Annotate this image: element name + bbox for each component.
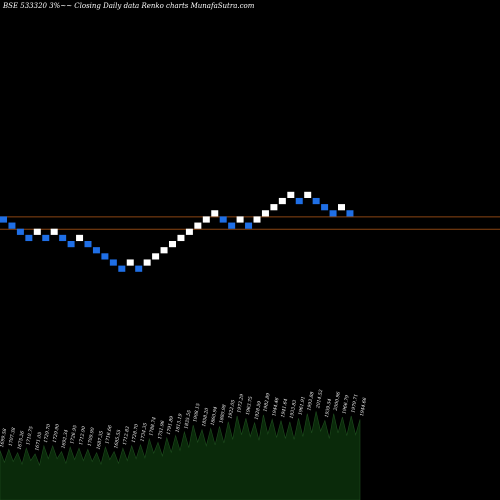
renko-brick xyxy=(270,204,278,211)
renko-brick xyxy=(253,216,261,223)
renko-brick xyxy=(92,247,100,254)
renko-brick xyxy=(50,228,58,235)
renko-brick xyxy=(126,259,134,266)
renko-brick xyxy=(33,228,41,235)
renko-brick xyxy=(219,216,227,223)
volume-fill xyxy=(0,411,361,500)
volume-label: 2000.96 xyxy=(333,391,342,412)
renko-brick xyxy=(261,210,269,217)
renko-brick xyxy=(160,247,168,254)
volume-label: 1710.75 xyxy=(25,426,34,446)
renko-brick xyxy=(118,265,126,272)
renko-brick xyxy=(101,253,109,260)
volume-label: 1944.66 xyxy=(359,397,368,417)
renko-brick xyxy=(338,204,345,211)
renko-brick xyxy=(42,234,50,242)
volume-label: 1941.64 xyxy=(280,398,289,418)
volume-label: 1675.26 xyxy=(17,430,26,450)
volume-label: 1993.88 xyxy=(306,391,315,411)
chart-title: BSE 533320 3%~~ Closing Daily data Renko… xyxy=(3,2,255,10)
reference-lines xyxy=(0,216,500,230)
renko-brick xyxy=(76,234,84,242)
renko-brick xyxy=(228,222,236,229)
volume-label: 1716.66 xyxy=(104,425,113,445)
volume-label: 1933.83 xyxy=(289,399,298,419)
volume-label: 1671.05 xyxy=(34,431,43,451)
volume-label: 2014.52 xyxy=(315,389,324,410)
volume-label: 1944.46 xyxy=(271,397,280,417)
volume-label: 1729.70 xyxy=(43,423,52,443)
renko-brick xyxy=(202,216,210,223)
volume-label: 1939.54 xyxy=(324,398,333,418)
renko-brick xyxy=(329,210,337,217)
renko-brick xyxy=(0,216,7,223)
volume-label: 1928.59 xyxy=(254,400,263,420)
renko-brick xyxy=(143,259,151,266)
renko-brick xyxy=(16,228,24,235)
renko-brick xyxy=(194,222,202,229)
volume-label: 1728.70 xyxy=(131,423,140,443)
volume-label: 1707.38 xyxy=(8,427,17,447)
volume-label: 1685.55 xyxy=(113,429,122,449)
volume-label: 1712.90 xyxy=(78,426,87,446)
renko-brick xyxy=(312,197,320,205)
volume-area: 1699.58 1707.38 1675.26 1710.75 1671.05 1729.… xyxy=(0,389,368,500)
renko-brick xyxy=(185,228,193,235)
renko-brick xyxy=(278,197,286,205)
renko-brick xyxy=(236,216,244,223)
renko-brick xyxy=(152,253,160,260)
renko-brick xyxy=(287,191,295,198)
volume-label: 1908.15 xyxy=(192,403,201,423)
volume-label: 1922.05 xyxy=(227,399,236,419)
volume-label: 1835.55 xyxy=(183,410,192,430)
volume-label: 1726.95 xyxy=(69,425,78,445)
volume-label: 1880.98 xyxy=(219,404,228,424)
volume-label: 1791.89 xyxy=(166,415,175,435)
volume-label: 1813.19 xyxy=(175,413,184,433)
volume-label: 1963.75 xyxy=(245,396,254,416)
renko-brick xyxy=(169,241,176,248)
volume-label: 1961.91 xyxy=(298,396,307,416)
volume-label: 1699.58 xyxy=(0,428,8,448)
volume-label: 1979.71 xyxy=(350,394,359,414)
renko-brick xyxy=(211,210,219,217)
renko-brick xyxy=(295,197,303,205)
volume-label: 1709.90 xyxy=(87,427,96,447)
volume-label: 1982.89 xyxy=(262,392,271,412)
renko-brick xyxy=(67,241,75,248)
renko-brick xyxy=(109,259,117,266)
volume-label: 1687.35 xyxy=(96,430,105,450)
renko-brick xyxy=(177,234,185,242)
volume-label: 1860.94 xyxy=(210,406,219,426)
volume-label: 1751.96 xyxy=(157,420,166,440)
renko-brick xyxy=(321,204,329,211)
renko-brick xyxy=(25,234,33,242)
volume-label: 1858.20 xyxy=(201,407,210,427)
renko-brick xyxy=(135,265,143,272)
renko-brick xyxy=(84,241,92,248)
renko-brick xyxy=(304,191,312,198)
renko-brick xyxy=(59,234,67,242)
volume-label: 1973.29 xyxy=(236,394,245,414)
renko-bricks xyxy=(0,191,354,272)
volume-label: 1692.34 xyxy=(61,429,70,449)
volume-label: 1729.90 xyxy=(52,423,61,443)
volume-label: 1788.74 xyxy=(148,417,157,437)
volume-label: 1734.35 xyxy=(140,422,149,442)
renko-brick xyxy=(346,210,354,217)
renko-brick xyxy=(245,222,253,229)
volume-label: 1712.83 xyxy=(122,426,131,446)
volume-label: 1966.79 xyxy=(341,395,350,415)
renko-brick xyxy=(8,222,16,229)
